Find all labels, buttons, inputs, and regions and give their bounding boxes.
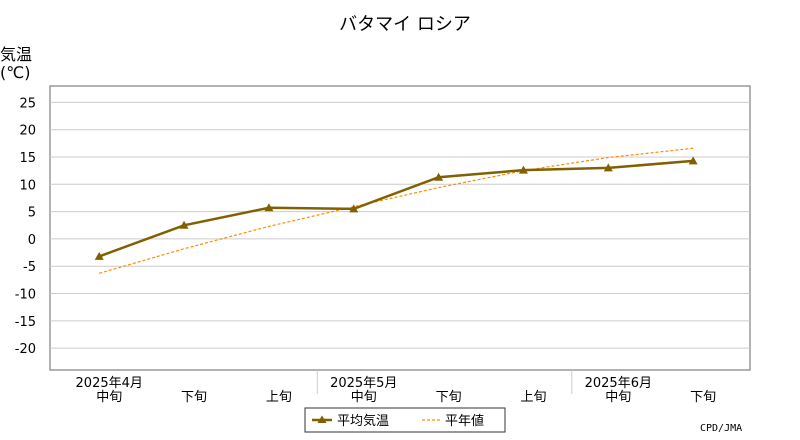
- y-tick-label: 5: [28, 206, 36, 221]
- x-tick-label: 中旬: [605, 390, 631, 405]
- grid-lines: [50, 101, 750, 349]
- y-tick-label: 15: [19, 151, 36, 166]
- x-tick-label: 下旬: [181, 390, 207, 405]
- legend-label-normal: 平年値: [445, 413, 484, 429]
- y-tick-label: -5: [23, 260, 36, 275]
- y-axis-unit: (℃): [0, 63, 30, 82]
- data-point-average: [434, 172, 444, 181]
- y-tick-label: 25: [19, 96, 36, 111]
- x-tick-label: 中旬: [96, 390, 122, 405]
- data-point-average: [264, 203, 274, 212]
- data-point-average: [518, 165, 528, 174]
- data-point-average: [179, 220, 189, 229]
- y-axis-label: 気温: [0, 45, 32, 64]
- month-label: 2025年6月: [585, 376, 652, 391]
- credit-label: CPD/JMA: [700, 423, 742, 434]
- data-point-average: [349, 204, 359, 213]
- legend-label-average: 平均気温: [337, 413, 389, 429]
- x-tick-label: 上旬: [520, 390, 546, 405]
- y-tick-label: -10: [15, 288, 36, 303]
- series-line-average: [98, 159, 694, 258]
- month-label: 2025年5月: [330, 376, 397, 391]
- data-point-average: [94, 251, 104, 260]
- y-tick-labels: -20 -15 -10 -5 0 5 10 15 20 25: [15, 96, 36, 357]
- series-layer: [94, 147, 698, 274]
- legend-marker-average: [317, 415, 327, 423]
- data-point-average: [603, 163, 613, 172]
- y-tick-label: 20: [19, 124, 36, 139]
- plot-area: [49, 85, 751, 371]
- x-tick-label: 下旬: [690, 390, 716, 405]
- y-tick-label: 10: [19, 178, 36, 193]
- y-tick-label: -20: [15, 342, 36, 357]
- series-line-normal: [99, 147, 694, 274]
- legend: 平均気温 平年値: [304, 407, 506, 433]
- x-tick-label: 中旬: [351, 390, 377, 405]
- y-tick-label: 0: [28, 233, 36, 248]
- data-point-average: [688, 156, 698, 165]
- y-tick-label: -15: [15, 315, 36, 330]
- month-label: 2025年4月: [76, 376, 143, 391]
- x-tick-label: 下旬: [436, 390, 462, 405]
- legend-box: [304, 407, 506, 433]
- x-tick-label: 上旬: [266, 390, 292, 405]
- chart-title: バタマイ ロシア: [339, 14, 471, 35]
